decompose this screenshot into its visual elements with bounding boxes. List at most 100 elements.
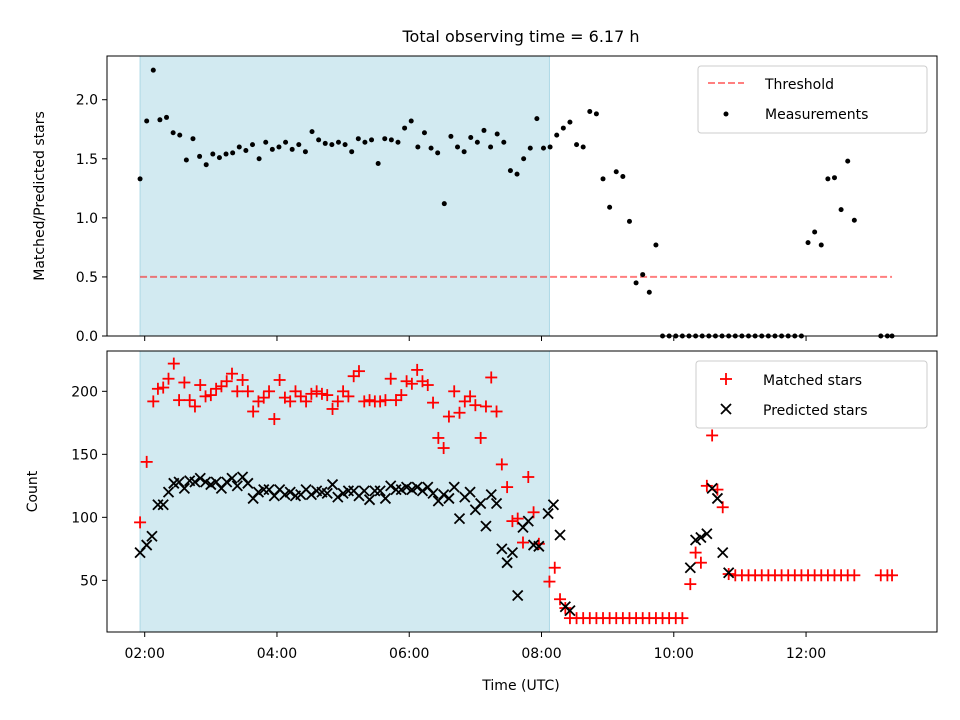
matched-point	[194, 379, 207, 392]
predicted-point	[141, 539, 153, 551]
matched-point	[495, 458, 508, 471]
predicted-point	[226, 472, 238, 484]
measurement-point	[256, 156, 262, 162]
matched-point	[676, 612, 689, 625]
measurement-point	[613, 169, 619, 175]
matched-point	[405, 377, 418, 390]
matched-point	[284, 395, 297, 408]
predicted-point	[152, 499, 164, 511]
matched-point	[294, 390, 307, 403]
predicted-point	[178, 482, 191, 494]
predicted-point	[684, 562, 696, 574]
matched-point	[183, 394, 196, 407]
x-tick-label: 06:00	[389, 646, 429, 662]
measurement-point	[626, 218, 632, 224]
predicted-point	[554, 529, 566, 541]
measurement-point	[527, 145, 533, 151]
bottom-legend-box	[695, 360, 928, 429]
predicted-point	[416, 485, 429, 497]
matched-point	[442, 410, 455, 423]
matched-point	[511, 512, 524, 525]
matched-point	[395, 389, 408, 402]
predicted-point	[242, 477, 254, 489]
matched-point	[694, 556, 707, 569]
top-y-tick-label: 0.0	[76, 329, 98, 345]
measurement-point	[283, 139, 289, 145]
matched-point	[479, 400, 492, 413]
measurement-point	[263, 139, 269, 145]
top-observing-span	[139, 55, 550, 337]
predicted-point	[258, 483, 270, 496]
measurement-point	[494, 131, 500, 137]
top-legend: Threshold Measurements	[697, 65, 928, 134]
matched-point	[188, 400, 201, 413]
measurement-point	[521, 156, 527, 162]
predicted-point	[701, 528, 713, 540]
measurement-point	[296, 142, 302, 148]
predicted-point	[480, 520, 492, 532]
measurement-point	[488, 144, 494, 150]
matched-point	[257, 391, 270, 404]
matched-point	[147, 395, 160, 408]
matched-point	[527, 506, 540, 519]
measurement-point	[150, 67, 156, 73]
measurement-point	[164, 114, 170, 120]
measurement-point	[342, 142, 348, 148]
matched-point	[241, 385, 254, 398]
matched-point	[151, 382, 164, 395]
measurement-point	[501, 139, 507, 145]
matched-point	[305, 387, 318, 400]
predicted-point	[189, 476, 201, 488]
bottom-axes-frame	[106, 350, 938, 633]
predicted-point	[221, 476, 233, 488]
matched-point	[199, 390, 212, 403]
x-tick-label: 08:00	[521, 646, 561, 662]
measurement-point	[375, 161, 381, 167]
predicted-point	[706, 482, 718, 494]
matched-point	[384, 372, 397, 385]
measurement-point	[144, 118, 150, 124]
measurement-point	[170, 130, 176, 136]
x-tick-label: 04:00	[257, 646, 297, 662]
matched-point	[268, 413, 281, 426]
matched-point	[247, 405, 260, 418]
predicted-point	[443, 492, 455, 505]
top-y-tick-label: 1.5	[76, 152, 98, 168]
measurement-point	[534, 116, 540, 122]
matched-legend-label: Matched stars	[763, 373, 862, 389]
matched-point	[310, 385, 323, 398]
measurement-point	[157, 117, 163, 123]
matched-point	[458, 395, 471, 408]
predicted-point	[374, 485, 386, 497]
predicted-point	[157, 499, 169, 511]
measurement-point	[362, 139, 368, 145]
measurement-point	[441, 201, 447, 207]
matched-point	[716, 501, 729, 514]
matched-point	[326, 402, 339, 415]
predicted-point	[496, 543, 508, 555]
measurement-point	[607, 204, 613, 210]
bottom-y-tick-label: 100	[71, 510, 98, 526]
measurement-point	[435, 150, 441, 156]
measurement-point	[177, 132, 183, 138]
measurement-point	[269, 146, 275, 152]
matched-point	[289, 385, 302, 398]
predicted-point	[448, 481, 460, 493]
predicted-point	[332, 491, 344, 503]
measurement-point	[190, 136, 196, 142]
matched-point	[448, 385, 461, 398]
matched-point	[321, 389, 334, 402]
matched-point	[411, 363, 424, 376]
measurement-point	[216, 155, 222, 161]
measurement-point	[421, 130, 427, 136]
matched-point	[134, 516, 147, 529]
measurement-point	[428, 145, 434, 151]
measurement-point	[448, 133, 454, 139]
count-panel: 50 100 150 200 02:00 04:00 06:00 08:00 10:00 12:…	[25, 350, 938, 694]
predicted-point	[512, 589, 524, 602]
measurement-point	[574, 142, 580, 148]
bottom-y-tick-label: 200	[71, 384, 98, 400]
measurement-point	[230, 150, 236, 156]
matched-point	[215, 380, 228, 393]
bottom-legend: Matched stars Predicted stars	[695, 360, 928, 429]
